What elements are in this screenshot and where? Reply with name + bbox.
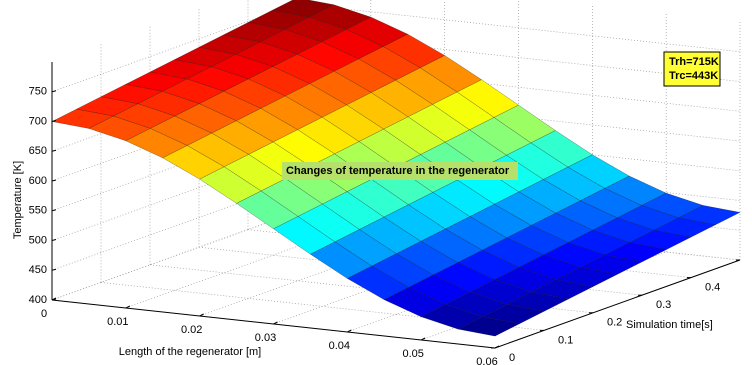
x-tick-label: 0.02 <box>181 324 202 336</box>
tick-mark <box>125 305 131 309</box>
tick-mark <box>199 313 204 317</box>
z-tick-label: 550 <box>29 205 47 217</box>
tick-mark <box>347 329 352 333</box>
z-tick-label: 700 <box>29 115 47 127</box>
grid-line <box>296 62 741 112</box>
z-tick-label: 500 <box>29 234 47 246</box>
tick-mark <box>273 321 278 325</box>
annotation-box <box>282 162 518 180</box>
grid-line <box>296 3 741 53</box>
z-axis-label: Temperature [K] <box>12 161 24 239</box>
grid-line <box>100 282 545 331</box>
tick-mark <box>51 179 57 182</box>
text-box <box>663 51 721 87</box>
y-axis <box>494 259 741 349</box>
tick-mark <box>494 345 500 349</box>
x-tick-label: 0.05 <box>402 348 423 360</box>
z-tick-label: 600 <box>29 175 47 187</box>
tick-mark <box>51 90 57 93</box>
y-axis-label: Simulation time[s] <box>626 319 713 331</box>
grid-line <box>51 211 298 301</box>
tick-mark <box>51 149 57 152</box>
x-axis-label: Length of the regenerator [m] <box>119 346 261 358</box>
tick-mark <box>420 337 426 341</box>
tick-mark <box>51 209 57 212</box>
surface-patch <box>457 316 521 337</box>
x-tick-label: 0.06 <box>476 356 497 365</box>
text-box-line: Trc=443K <box>669 70 718 82</box>
tick-mark <box>51 120 57 122</box>
tick-mark <box>51 298 57 301</box>
x-tick-label: 0 <box>41 308 47 320</box>
y-tick-label: 0.1 <box>558 334 573 346</box>
grid-line <box>296 33 741 82</box>
tick-mark <box>51 239 57 241</box>
z-tick-label: 450 <box>29 264 47 276</box>
x-tick-label: 0.03 <box>255 332 276 344</box>
z-tick-label: 650 <box>29 145 47 157</box>
z-tick-label: 750 <box>29 86 47 98</box>
tick-mark <box>51 268 57 271</box>
z-tick-label: 400 <box>29 294 47 306</box>
y-tick-label: 0.3 <box>656 299 671 311</box>
y-tick-label: 0 <box>509 352 515 364</box>
x-tick-label: 0.04 <box>329 340 350 352</box>
y-tick-label: 0.4 <box>705 282 720 294</box>
x-tick-label: 0.01 <box>107 316 128 328</box>
y-tick-label: 0.2 <box>607 317 622 329</box>
annotation: Changes of temperature in the regenerato… <box>286 165 510 177</box>
text-box-line: Trh=715K <box>669 56 719 68</box>
